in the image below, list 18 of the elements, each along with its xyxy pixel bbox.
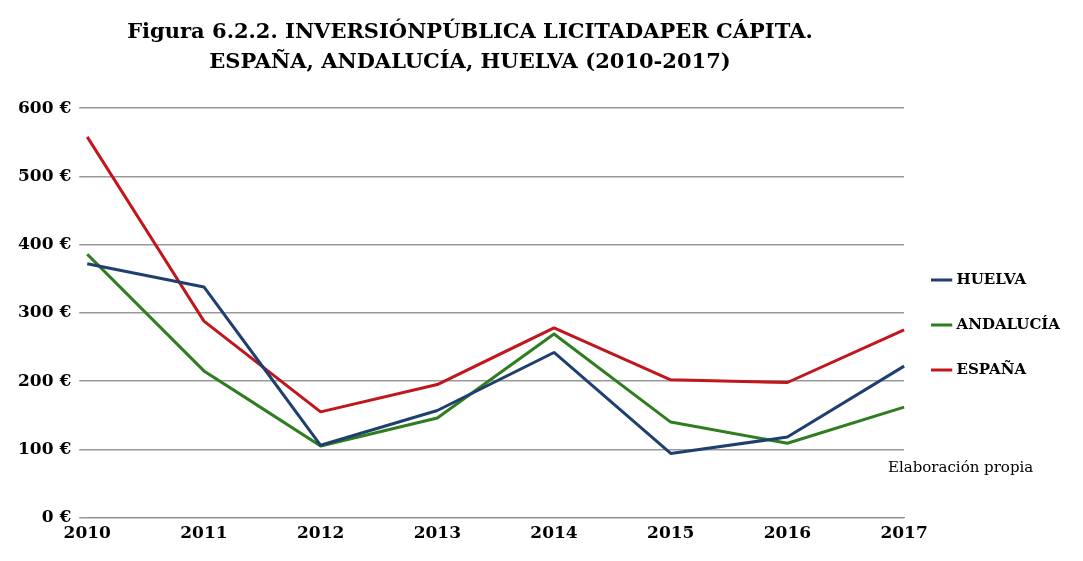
legend-label: ESPAÑA — [956, 358, 1027, 378]
y-tick-label: 400 € — [18, 233, 72, 254]
x-tick-label: 2015 — [647, 522, 695, 543]
annotation: Elaboración propia — [888, 458, 1034, 476]
legend-label: HUELVA — [956, 269, 1027, 288]
y-tick-label: 100 € — [18, 437, 72, 458]
chart-title: Figura 6.2.2. INVERSIÓNPÚBLICA LICITADAPER CÁPITA. ESPAÑA, ANDALUCÍA, HUELVA (2010-2017) — [126, 17, 814, 75]
x-tick-label: 2012 — [296, 522, 345, 543]
y-tick-label: 500 € — [18, 164, 72, 185]
x-tick-label: 2011 — [180, 522, 228, 543]
x-tick-label: 2017 — [880, 522, 928, 543]
y-tick-label: 300 € — [18, 301, 72, 322]
x-tick-label: 2014 — [530, 522, 578, 543]
y-tick-label: 600 € — [18, 96, 72, 117]
legend-label: ANDALUCÍA — [955, 314, 1061, 333]
y-tick-label: 200 € — [18, 369, 72, 390]
x-tick-label: 2016 — [763, 522, 812, 543]
x-tick-label: 2013 — [413, 522, 461, 543]
